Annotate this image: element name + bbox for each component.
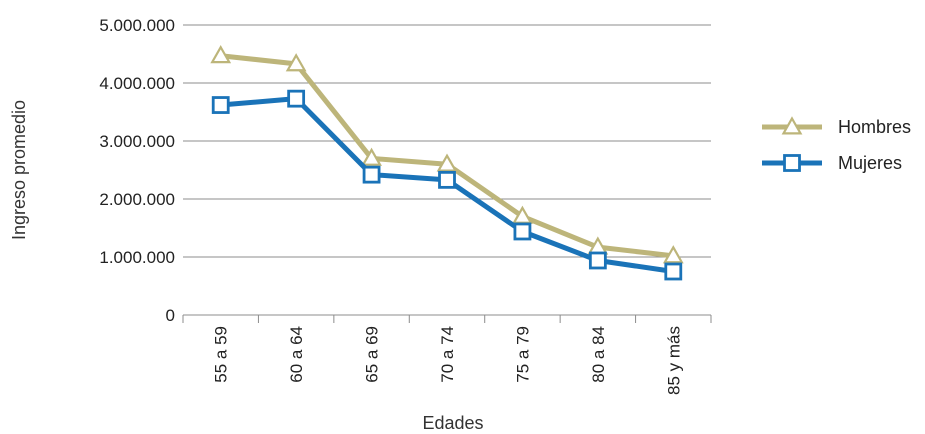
data-point-triangle xyxy=(662,245,684,264)
data-point-square xyxy=(287,89,306,108)
data-point-triangle xyxy=(781,116,803,135)
data-point-triangle xyxy=(436,153,458,172)
x-tick-label: 85 y más xyxy=(664,326,683,395)
legend-item-mujeres: Mujeres xyxy=(762,153,902,173)
data-point-triangle xyxy=(210,45,232,64)
x-tick-label: 55 a 59 xyxy=(212,326,231,383)
data-point-square xyxy=(783,154,801,172)
gridlines xyxy=(183,24,711,258)
y-tick-label: 5.000.000 xyxy=(99,16,175,35)
data-point-square xyxy=(588,251,607,270)
x-tick-label: 75 a 79 xyxy=(513,326,532,383)
x-tick-label: 60 a 64 xyxy=(287,326,306,383)
data-point-triangle xyxy=(285,53,307,72)
y-tick-label: 3.000.000 xyxy=(99,132,175,151)
x-tick-label: 65 a 69 xyxy=(363,326,382,383)
y-tick-label: 0 xyxy=(166,306,175,325)
y-tick-label: 1.000.000 xyxy=(99,248,175,267)
axes: 0 1.000.000 2.000.000 3.000.000 4.000.000 5.0… xyxy=(99,16,712,395)
data-point-square xyxy=(211,96,230,114)
data-point-square xyxy=(513,222,532,241)
x-axis-title: Edades xyxy=(422,413,483,433)
series-lines xyxy=(210,45,684,281)
legend-label: Hombres xyxy=(838,117,911,137)
legend-label: Mujeres xyxy=(838,153,902,173)
series-hombres xyxy=(210,45,684,264)
y-tick-label: 2.000.000 xyxy=(99,190,175,209)
data-point-square xyxy=(664,262,683,281)
series-mujeres xyxy=(211,89,683,281)
legend: Hombres Mujeres xyxy=(762,116,911,173)
x-tick-label: 80 a 84 xyxy=(589,326,608,383)
data-point-square xyxy=(362,165,381,184)
legend-item-hombres: Hombres xyxy=(762,116,911,137)
data-point-triangle xyxy=(361,147,382,166)
x-tick-label: 70 a 74 xyxy=(438,326,457,383)
data-point-square xyxy=(438,170,456,189)
y-tick-label: 4.000.000 xyxy=(99,74,175,93)
y-axis-title: Ingreso promedio xyxy=(9,100,29,240)
